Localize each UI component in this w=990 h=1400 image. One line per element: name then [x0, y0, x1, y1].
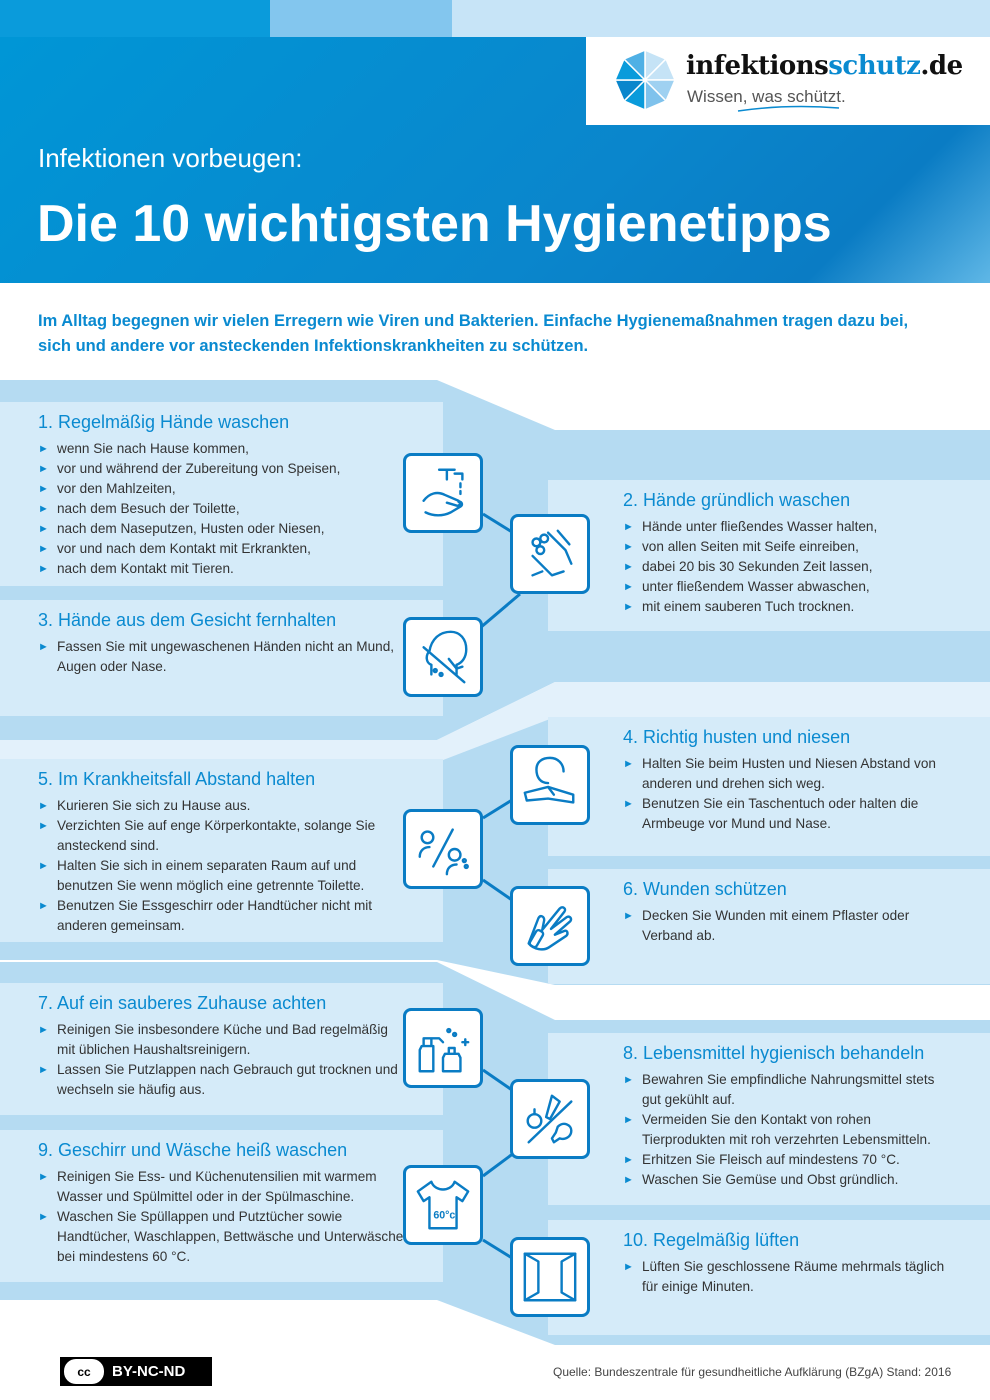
- soapy-hands-icon: [510, 514, 590, 594]
- tip-list: Bewahren Sie empfindliche Nahrungsmittel…: [623, 1070, 952, 1190]
- tip-list: Hände unter fließendes Wasser halten,von…: [623, 517, 952, 617]
- list-item: Benutzen Sie ein Taschentuch oder halten…: [623, 794, 952, 834]
- list-item: Hände unter fließendes Wasser halten,: [623, 517, 952, 537]
- distance-icon: [403, 809, 483, 889]
- tip-panel-8: 8. Lebensmittel hygienisch behandeln Bewa…: [548, 1033, 990, 1205]
- tip-title: 10. Regelmäßig lüften: [623, 1230, 800, 1250]
- tip-panel-7: 7. Auf ein sauberes Zuhause achten Reinig…: [0, 983, 443, 1115]
- tip-panel-1: 1. Regelmäßig Hände waschen wenn Sie nach…: [0, 402, 443, 586]
- cc-icon: cc: [64, 1359, 104, 1384]
- tip-list: Decken Sie Wunden mit einem Pflaster ode…: [623, 906, 952, 946]
- intro-text: Im Alltag begegnen wir vielen Erregern w…: [38, 312, 909, 355]
- tip-title: 7. Auf ein sauberes Zuhause achten: [38, 993, 327, 1013]
- list-item: vor und nach dem Kontakt mit Erkrankten,: [38, 539, 405, 559]
- tip-panel-4: 4. Richtig husten und niesen Halten Sie b…: [548, 717, 990, 856]
- list-item: Verzichten Sie auf enge Körperkontakte, …: [38, 816, 405, 856]
- list-item: Erhitzen Sie Fleisch auf mindestens 70 °…: [623, 1150, 952, 1170]
- bandaged-hand-icon: [510, 886, 590, 966]
- food-separation-icon: [510, 1079, 590, 1159]
- tip-list: Lüften Sie geschlossene Räume mehrmals t…: [623, 1257, 952, 1297]
- cleaning-spray-icon: [403, 1008, 483, 1088]
- open-window-icon: [510, 1237, 590, 1317]
- list-item: nach dem Naseputzen, Husten oder Niesen,: [38, 519, 405, 539]
- tip-list: wenn Sie nach Hause kommen,vor und währe…: [38, 439, 405, 579]
- page-title: Die 10 wichtigsten Hygienetipps: [37, 195, 832, 253]
- logo[interactable]: infektionsschutz.de Wissen, was schützt.: [586, 37, 990, 125]
- tip-list: Reinigen Sie insbesondere Küche und Bad …: [38, 1020, 405, 1100]
- list-item: vor den Mahlzeiten,: [38, 479, 405, 499]
- tip-title: 5. Im Krankheitsfall Abstand halten: [38, 769, 316, 789]
- tip-panel-2: 2. Hände gründlich waschen Hände unter fl…: [548, 480, 990, 631]
- list-item: Bewahren Sie empfindliche Nahrungsmittel…: [623, 1070, 952, 1110]
- list-item: Halten Sie beim Husten und Niesen Abstan…: [623, 754, 952, 794]
- list-item: dabei 20 bis 30 Sekunden Zeit lassen,: [623, 557, 952, 577]
- tip-title: 8. Lebensmittel hygienisch behandeln: [623, 1043, 925, 1063]
- list-item: Lüften Sie geschlossene Räume mehrmals t…: [623, 1257, 952, 1297]
- list-item: Decken Sie Wunden mit einem Pflaster ode…: [623, 906, 952, 946]
- top-strip: [0, 0, 270, 37]
- tip-list: Halten Sie beim Husten und Niesen Abstan…: [623, 754, 952, 834]
- header-subtitle: Infektionen vorbeugen:: [38, 143, 303, 173]
- tip-title: 3. Hände aus dem Gesicht fernhalten: [38, 610, 337, 630]
- list-item: nach dem Besuch der Toilette,: [38, 499, 405, 519]
- faucet-hands-icon: [403, 453, 483, 533]
- svg-text:60°c: 60°c: [433, 1210, 455, 1222]
- swoosh: [737, 105, 840, 112]
- tip-list: Fassen Sie mit ungewaschenen Händen nich…: [38, 637, 405, 677]
- tshirt-60-icon: 60°c: [403, 1165, 483, 1245]
- face-no-touch-icon: [403, 617, 483, 697]
- tip-panel-6: 6. Wunden schützen Decken Sie Wunden mit …: [548, 869, 990, 984]
- list-item: Lassen Sie Putzlappen nach Gebrauch gut …: [38, 1060, 405, 1100]
- tip-title: 6. Wunden schützen: [623, 879, 787, 899]
- tip-title: 4. Richtig husten und niesen: [623, 727, 851, 747]
- tip-panel-3: 3. Hände aus dem Gesicht fernhalten Fasse…: [0, 600, 443, 716]
- top-strip: [270, 0, 452, 37]
- list-item: mit einem sauberen Tuch trocknen.: [623, 597, 952, 617]
- list-item: Benutzen Sie Essgeschirr oder Handtücher…: [38, 896, 405, 936]
- list-item: Waschen Sie Spüllappen und Putztücher so…: [38, 1207, 405, 1267]
- list-item: Vermeiden Sie den Kontakt von rohen Tier…: [623, 1110, 952, 1150]
- tip-title: 2. Hände gründlich waschen: [623, 490, 851, 510]
- list-item: Fassen Sie mit ungewaschenen Händen nich…: [38, 637, 405, 677]
- license-badge[interactable]: cc BY-NC-ND: [60, 1357, 212, 1386]
- tip-panel-5: 5. Im Krankheitsfall Abstand halten Kurie…: [0, 759, 443, 942]
- list-item: Kurieren Sie sich zu Hause aus.: [38, 796, 405, 816]
- list-item: wenn Sie nach Hause kommen,: [38, 439, 405, 459]
- tip-title: 9. Geschirr und Wäsche heiß waschen: [38, 1140, 348, 1160]
- list-item: Halten Sie sich in einem separaten Raum …: [38, 856, 405, 896]
- list-item: Waschen Sie Gemüse und Obst gründlich.: [623, 1170, 952, 1190]
- tip-list: Reinigen Sie Ess- und Küchenutensilien m…: [38, 1167, 405, 1267]
- cough-elbow-icon: [510, 745, 590, 825]
- list-item: vor und während der Zubereitung von Spei…: [38, 459, 405, 479]
- list-item: unter fließendem Wasser abwaschen,: [623, 577, 952, 597]
- license-text: BY-NC-ND: [112, 1363, 186, 1380]
- tip-list: Kurieren Sie sich zu Hause aus.Verzichte…: [38, 796, 405, 936]
- list-item: Reinigen Sie insbesondere Küche und Bad …: [38, 1020, 405, 1060]
- tip-panel-10: 10. Regelmäßig lüften Lüften Sie geschlos…: [548, 1220, 990, 1335]
- tip-panel-9: 9. Geschirr und Wäsche heiß waschen Reini…: [0, 1130, 443, 1282]
- logo-wordmark: infektionsschutz.de: [686, 51, 963, 81]
- umbrella-icon: [614, 49, 676, 111]
- logo-tagline: Wissen, was schützt.: [687, 87, 846, 106]
- list-item: nach dem Kontakt mit Tieren.: [38, 559, 405, 579]
- top-strip: [452, 0, 990, 37]
- list-item: Reinigen Sie Ess- und Küchenutensilien m…: [38, 1167, 405, 1207]
- tip-title: 1. Regelmäßig Hände waschen: [38, 412, 290, 432]
- list-item: von allen Seiten mit Seife einreiben,: [623, 537, 952, 557]
- source-note: Quelle: Bundeszentrale für gesundheitlic…: [553, 1365, 952, 1379]
